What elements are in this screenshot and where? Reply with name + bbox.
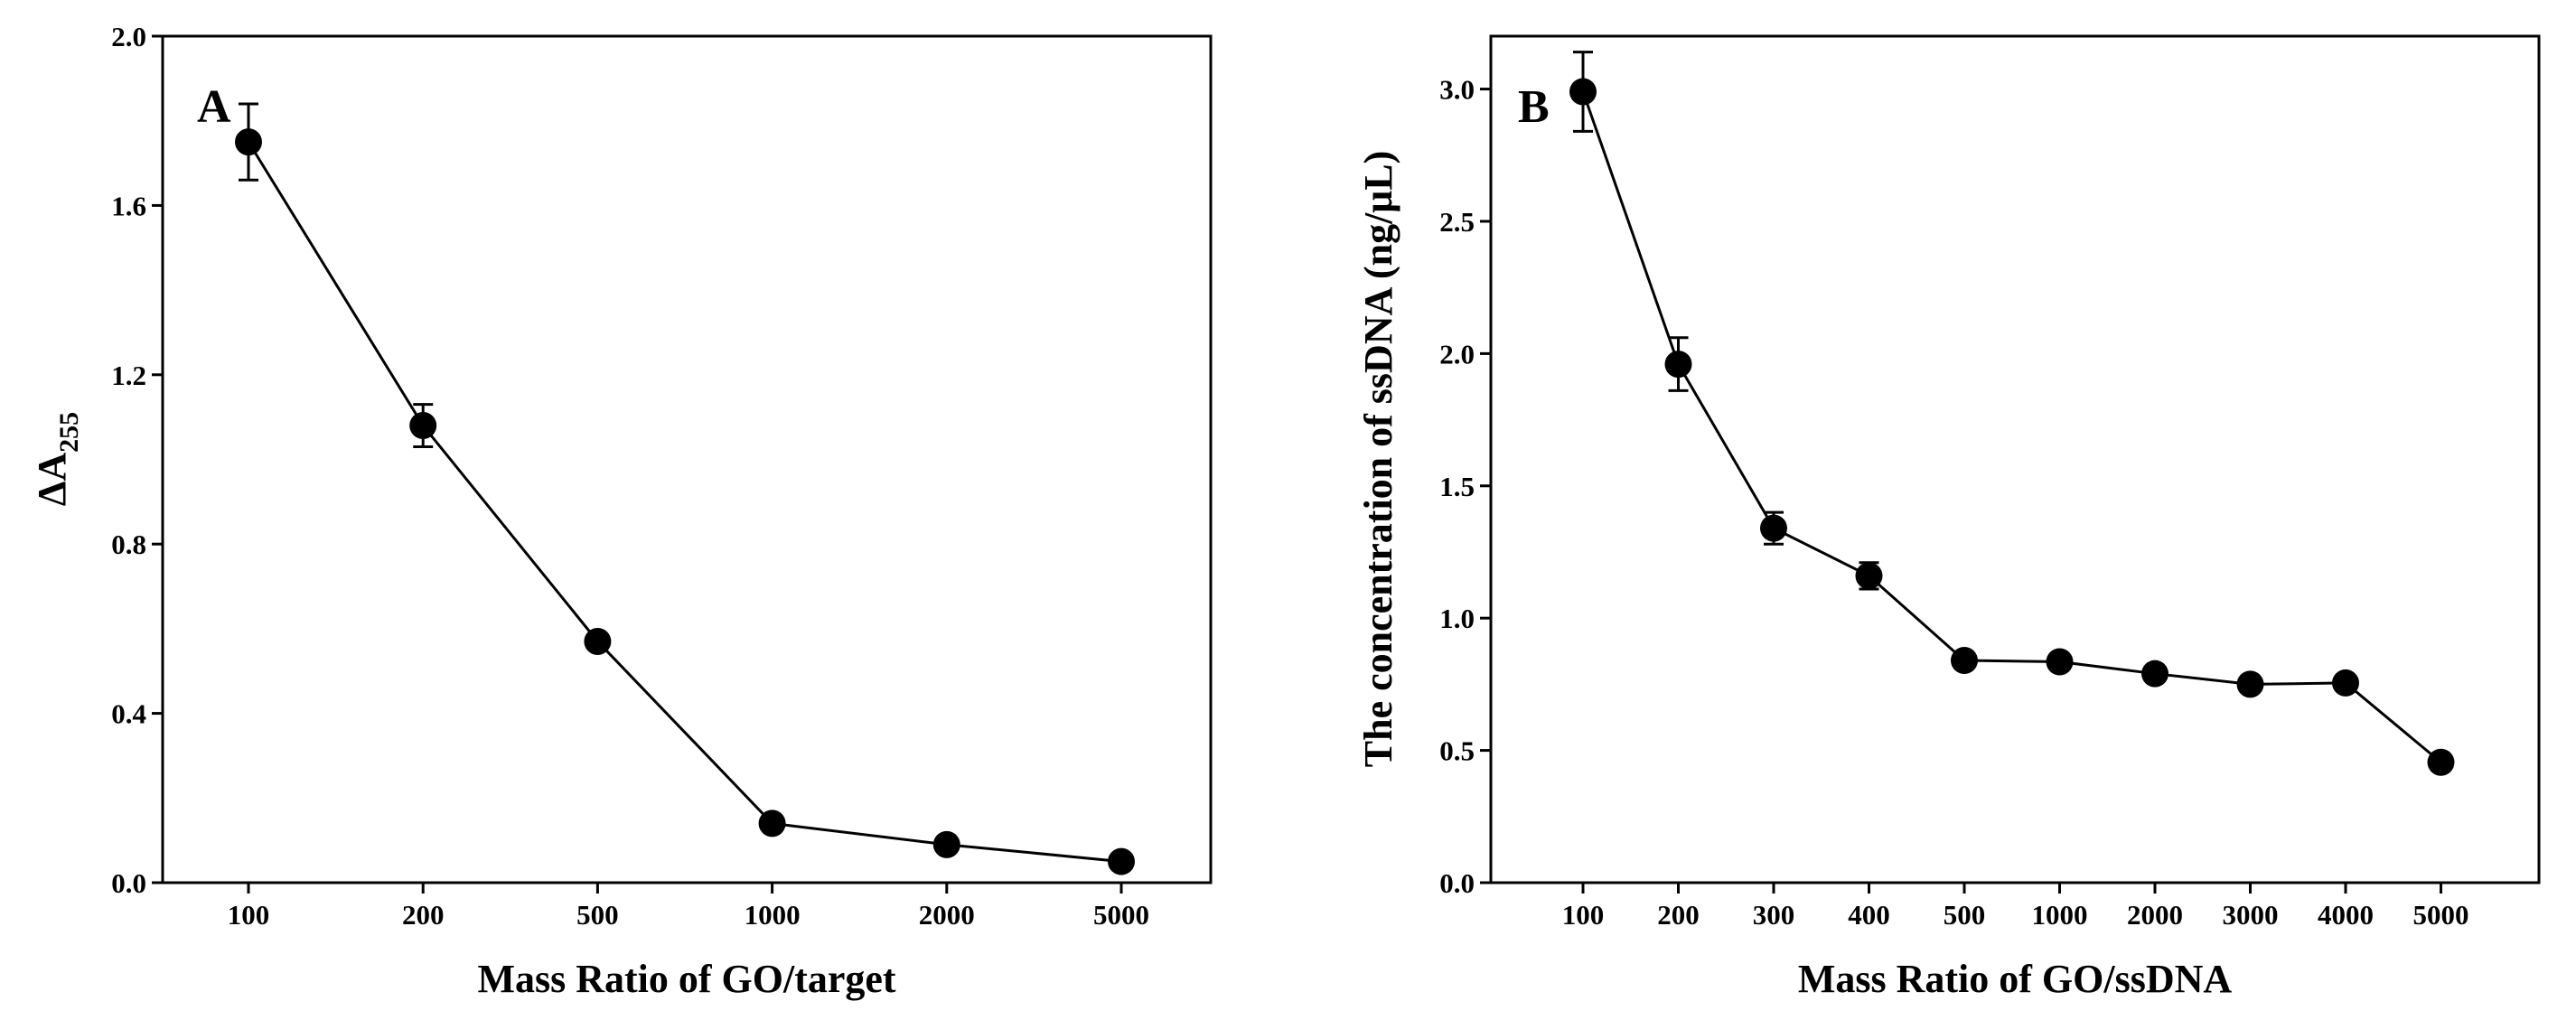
- panel-a-y-axis-title-main: ΔA: [30, 453, 74, 507]
- panel-b-y-ticks: 0.0 0.5 1.0 1.5 2.0 2.5 3.0: [1439, 74, 1491, 899]
- panel-a-chart: 0.0 0.4 0.8 1.2 1.6 2.0 100 200 500 1000 2000 5000…: [30, 21, 1213, 1001]
- panel-b-y-axis-title: The concentration of ssDNA (ng/μL): [1356, 151, 1400, 768]
- panel-b-chart: 0.00.51.01.52.02.53.0 100 200 300 400 500 100…: [1356, 34, 2541, 1001]
- panel-b-x-tick-label: 100: [1562, 899, 1605, 931]
- panel-a-data-point: [1108, 847, 1135, 875]
- panel-b-x-tick-label: 2000: [2127, 899, 2183, 931]
- panel-a-data-point: [758, 809, 786, 838]
- panel-b-data-point: [2236, 670, 2264, 698]
- panel-b-y-tick-label: 2.0: [1439, 338, 1475, 370]
- panel-a-label: A: [197, 81, 231, 133]
- panel-a-y-axis-title: ΔA255: [30, 412, 84, 506]
- panel-b-y-tick-label: 0.0: [1439, 867, 1475, 899]
- panel-b-data-point: [1855, 562, 1883, 590]
- panel-b-data-point: [2332, 669, 2359, 697]
- panel-b-x-tick-label: 5000: [2413, 899, 2469, 931]
- panel-b-series: [1569, 51, 2455, 776]
- panel-a-data-point: [235, 128, 262, 156]
- panel-a-y-tick-label: 0.8: [111, 529, 146, 560]
- panel-b-label: B: [1518, 81, 1550, 133]
- panel-b-x-tick-label: 500: [1944, 899, 1986, 931]
- panel-a-x-tick-label: 100: [228, 899, 270, 931]
- panel-a-data-point: [932, 830, 960, 858]
- panel-b-data-point: [2141, 660, 2169, 688]
- panel-b-data-point: [1951, 647, 1978, 675]
- panel-b-data-point: [1760, 514, 1787, 542]
- panel-b-y-tick-label: 0.5: [1439, 735, 1475, 767]
- panel-b-data-point: [2046, 648, 2074, 676]
- panel-a-x-tick-label: 2000: [919, 899, 975, 931]
- panel-a-series-line: [247, 141, 1122, 864]
- panel-b-y-tick-label: 1.5: [1439, 471, 1475, 502]
- panel-b-x-tick-label: 400: [1848, 899, 1890, 931]
- panel-b-data-point: [1664, 351, 1692, 379]
- panel-a-y-ticks: 0.0 0.4 0.8 1.2 1.6 2.0: [111, 21, 163, 899]
- panel-b-x-tick-label: 4000: [2318, 899, 2374, 931]
- panel-b-x-axis-title: Mass Ratio of GO/ssDNA: [1798, 957, 2233, 1001]
- panel-a-x-tick-label: 1000: [745, 899, 801, 931]
- panel-b-x-tick-label: 300: [1753, 899, 1795, 931]
- panel-a-y-tick-label: 0.0: [111, 867, 146, 899]
- panel-b-y-tick-label: 2.5: [1439, 206, 1475, 238]
- panel-a-y-tick-label: 2.0: [111, 21, 146, 52]
- panel-a-data-point: [584, 627, 612, 655]
- panel-b-data-point: [2427, 748, 2455, 776]
- panel-b-plot-frame: [1489, 34, 2541, 884]
- panel-a-data-point: [409, 412, 437, 440]
- panel-a-x-tick-label: 5000: [1093, 899, 1149, 931]
- panel-b-x-tick-label: 3000: [2223, 899, 2279, 931]
- panel-b-series-line: [1581, 90, 2442, 763]
- panel-a-y-tick-label: 0.4: [111, 698, 146, 730]
- panel-b-y-tick-label: 1.0: [1439, 603, 1475, 634]
- panel-a-x-ticks: 100 200 500 1000 2000 5000: [228, 883, 1149, 931]
- panel-a-x-tick-label: 500: [576, 899, 619, 931]
- panel-b-x-tick-label: 200: [1657, 899, 1700, 931]
- panel-b-x-ticks: 100 200 300 400 500 1000 2000 3000 4000 5000: [1562, 883, 2469, 931]
- panel-b-x-tick-label: 1000: [2032, 899, 2088, 931]
- panel-a-x-axis-title: Mass Ratio of GO/target: [477, 957, 895, 1001]
- panel-a-y-tick-label: 1.6: [111, 190, 146, 221]
- panel-b-data-point: [1569, 78, 1597, 106]
- panel-a-y-tick-label: 1.2: [111, 360, 146, 391]
- panel-a-y-axis-title-sub: 255: [54, 412, 84, 453]
- panel-a-plot-frame: [161, 34, 1213, 884]
- panel-b-y-tick-label: 3.0: [1439, 74, 1475, 106]
- panel-a-x-tick-label: 200: [402, 899, 445, 931]
- panel-a-series: [235, 102, 1135, 875]
